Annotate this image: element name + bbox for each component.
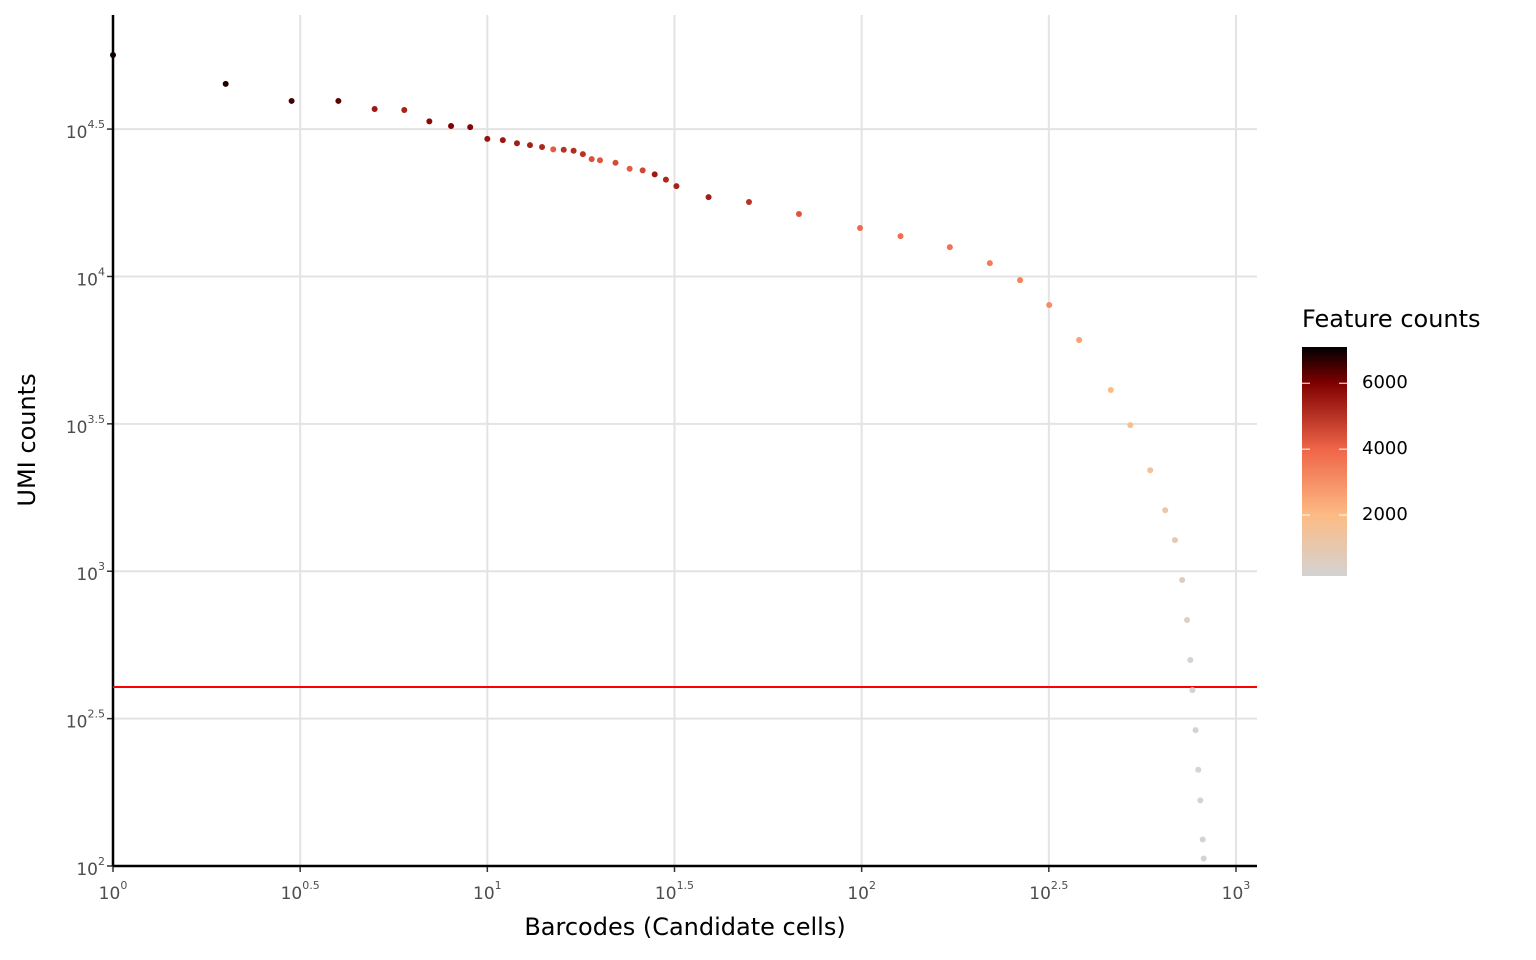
- point: [560, 146, 567, 153]
- point: [513, 140, 520, 147]
- point: [795, 211, 802, 218]
- y-axis-title: UMI counts: [13, 373, 41, 506]
- x-tick-label: 101: [473, 879, 502, 904]
- tick-base: 10: [76, 860, 98, 880]
- point: [1189, 687, 1196, 694]
- point: [1179, 576, 1186, 583]
- point: [612, 159, 619, 166]
- point: [639, 167, 646, 174]
- point: [1197, 797, 1204, 804]
- point: [288, 97, 295, 104]
- tick-exponent: 0.5: [302, 879, 320, 892]
- tick-base: 10: [473, 884, 495, 904]
- point: [371, 105, 378, 112]
- x-tick-label: 100: [99, 879, 128, 904]
- point: [426, 118, 433, 125]
- x-tick-label: 100.5: [281, 879, 320, 904]
- legend-title: Feature counts: [1302, 305, 1481, 333]
- point: [651, 171, 658, 178]
- point: [110, 52, 116, 59]
- y-tick-label: 104.5: [66, 118, 105, 143]
- point: [335, 97, 342, 104]
- tick-exponent: 3: [1243, 879, 1250, 892]
- point: [526, 142, 533, 149]
- point: [1046, 302, 1053, 309]
- tick-exponent: 4.5: [88, 118, 106, 131]
- point: [1076, 336, 1083, 343]
- tick-base: 10: [655, 884, 677, 904]
- tick-exponent: 1: [495, 879, 502, 892]
- tick-exponent: 1.5: [677, 879, 695, 892]
- tick-exponent: 3.5: [88, 413, 106, 426]
- point: [588, 156, 595, 163]
- y-tick-label: 103: [76, 560, 105, 585]
- point: [1162, 507, 1169, 514]
- point: [222, 80, 229, 87]
- tick-exponent: 2: [98, 855, 105, 868]
- y-tick-label: 104: [76, 265, 105, 290]
- point: [499, 137, 506, 144]
- point: [597, 157, 604, 164]
- point: [1192, 727, 1199, 734]
- colorbar-label: 2000: [1362, 504, 1408, 525]
- tick-exponent: 2.5: [88, 708, 106, 721]
- point: [897, 233, 904, 240]
- y-tick-label: 102.5: [66, 708, 105, 733]
- x-tick-label: 102: [847, 879, 876, 904]
- tick-exponent: 2: [869, 879, 876, 892]
- tick-base: 10: [66, 123, 88, 143]
- colorbar-label: 4000: [1362, 438, 1408, 459]
- tick-exponent: 4: [98, 265, 105, 278]
- point: [705, 194, 712, 201]
- point: [401, 107, 408, 114]
- point: [1171, 537, 1178, 544]
- point: [857, 225, 864, 232]
- tick-base: 10: [99, 884, 121, 904]
- point: [1017, 277, 1024, 284]
- tick-base: 10: [847, 884, 869, 904]
- point: [539, 143, 546, 150]
- point: [1107, 386, 1114, 393]
- point: [1184, 617, 1191, 624]
- colorbar: [1302, 347, 1347, 576]
- point: [673, 183, 680, 190]
- x-axis-title: Barcodes (Candidate cells): [524, 913, 845, 941]
- point: [662, 176, 669, 183]
- x-tick-label: 101.5: [655, 879, 694, 904]
- tick-base: 10: [1029, 884, 1051, 904]
- point: [550, 146, 557, 153]
- tick-exponent: 3: [98, 560, 105, 573]
- tick-exponent: 2.5: [1051, 879, 1069, 892]
- point: [626, 165, 633, 172]
- point: [484, 135, 491, 142]
- x-tick-label: 103: [1222, 879, 1251, 904]
- tick-base: 10: [76, 270, 98, 290]
- point: [745, 199, 752, 206]
- point: [1200, 855, 1207, 862]
- point: [467, 124, 474, 131]
- point: [986, 260, 993, 267]
- tick-exponent: 0: [120, 879, 127, 892]
- y-tick-label: 103.5: [66, 413, 105, 438]
- point: [448, 122, 455, 129]
- point: [1147, 467, 1154, 474]
- grid: [112, 15, 1257, 867]
- point: [1187, 656, 1194, 663]
- point: [1127, 422, 1134, 429]
- tick-base: 10: [281, 884, 303, 904]
- point: [1199, 836, 1206, 843]
- point: [946, 244, 953, 251]
- colorbar-label: 6000: [1362, 372, 1408, 393]
- y-tick-label: 102: [76, 855, 105, 880]
- tick-base: 10: [76, 565, 98, 585]
- point: [1195, 766, 1202, 773]
- point: [570, 147, 577, 154]
- tick-base: 10: [66, 418, 88, 438]
- point: [579, 151, 586, 158]
- x-tick-label: 102.5: [1029, 879, 1068, 904]
- tick-base: 10: [66, 713, 88, 733]
- tick-base: 10: [1222, 884, 1244, 904]
